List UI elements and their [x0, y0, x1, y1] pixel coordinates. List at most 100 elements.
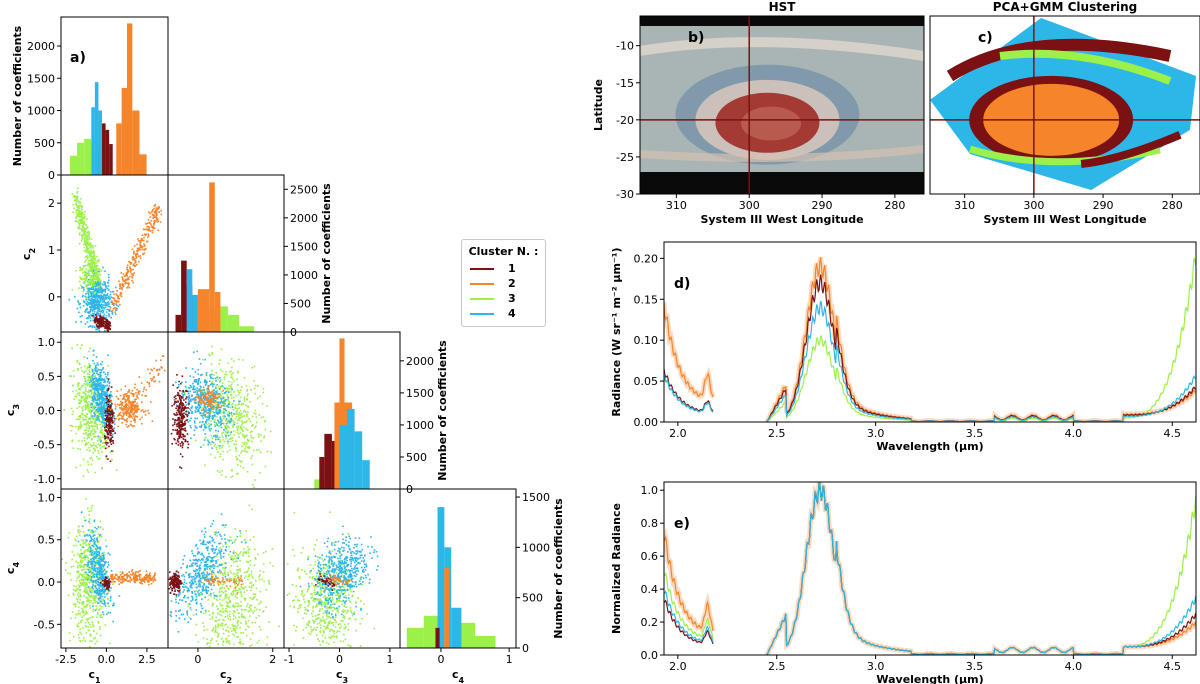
scatter-point	[202, 412, 205, 415]
scatter-point	[233, 423, 236, 426]
scatter-point	[104, 424, 106, 427]
scatter-point	[85, 423, 88, 426]
scatter-point	[132, 405, 134, 407]
scatter-point	[246, 434, 248, 437]
scatter-point	[79, 594, 82, 597]
scatter-point	[106, 598, 109, 601]
scatter-point	[89, 260, 91, 262]
scatter-point	[253, 486, 256, 489]
scatter-point	[95, 608, 98, 610]
scatter-point	[74, 538, 76, 541]
scatter-point	[220, 421, 222, 424]
scatter-point	[87, 234, 89, 236]
scatter-point	[78, 440, 80, 442]
scatter-point	[210, 427, 212, 430]
scatter-point	[84, 228, 86, 231]
scatter-point	[88, 299, 91, 301]
scatter-point	[98, 270, 100, 273]
scatter-point	[102, 290, 105, 292]
scatter-point	[83, 555, 85, 558]
scatter-point	[127, 405, 130, 407]
hist-bar-3	[239, 326, 255, 332]
scatter-point	[124, 404, 127, 406]
scatter-point	[81, 553, 84, 555]
scatter-point	[199, 395, 202, 398]
scatter-point	[224, 400, 226, 402]
scatter-point	[176, 429, 178, 432]
scatter-point	[143, 236, 145, 239]
scatter-point	[91, 310, 94, 312]
scatter-point	[219, 436, 221, 438]
scatter-point	[182, 414, 185, 417]
scatter-point	[175, 407, 177, 410]
scatter-point	[238, 412, 240, 414]
scatter-point	[206, 388, 208, 390]
scatter-point	[119, 411, 122, 414]
scatter-point	[83, 399, 85, 401]
scatter-point	[97, 264, 99, 267]
scatter-point	[136, 402, 138, 405]
scatter-point	[77, 221, 79, 223]
scatter-point	[77, 367, 79, 370]
ytick-label: 0.0	[38, 405, 56, 418]
scatter-point	[74, 199, 76, 202]
scatter-point	[79, 415, 81, 417]
scatter-point	[188, 407, 191, 410]
scatter-point	[109, 309, 111, 311]
scatter-point	[104, 401, 107, 404]
scatter-point	[86, 612, 88, 614]
scatter-point	[91, 251, 93, 253]
scatter-point	[197, 404, 200, 407]
scatter-point	[140, 238, 143, 240]
scatter-point	[92, 549, 94, 551]
scatter-point	[193, 420, 196, 423]
scatter-point	[96, 440, 99, 442]
scatter-point	[149, 372, 151, 375]
scatter-point	[87, 316, 89, 319]
scatter-point	[269, 430, 272, 433]
scatter-point	[105, 421, 108, 424]
scatter-point	[190, 412, 193, 414]
scatter-point	[79, 427, 82, 430]
scatter-point	[83, 214, 85, 216]
scatter-point	[112, 583, 114, 586]
scatter-point	[111, 402, 113, 405]
scatter-point	[214, 418, 216, 421]
scatter-point	[233, 434, 236, 436]
scatter-point	[108, 420, 111, 423]
scatter-point	[93, 310, 96, 313]
scatter-point	[202, 444, 205, 446]
scatter-point	[85, 497, 87, 500]
scatter-point	[243, 449, 245, 452]
scatter-point	[79, 464, 82, 467]
scatter-point	[105, 323, 108, 326]
scatter-point	[95, 261, 98, 264]
scatter-point	[103, 385, 106, 388]
scatter-point	[106, 391, 108, 394]
scatter-point	[90, 313, 92, 316]
scatter-point	[78, 589, 81, 592]
scatter-point	[96, 395, 99, 398]
scatter-point	[118, 280, 120, 283]
hist-bar-3	[84, 138, 92, 175]
scatter-point	[100, 280, 102, 282]
scatter-point	[205, 396, 208, 398]
scatter-point	[88, 302, 91, 304]
scatter-point	[228, 401, 231, 403]
scatter-point	[90, 531, 92, 534]
scatter-point	[238, 454, 241, 457]
scatter-point	[96, 616, 98, 619]
scatter-point	[224, 433, 227, 436]
scatter-point	[115, 303, 118, 305]
scatter-point	[134, 409, 137, 412]
scatter-point	[91, 286, 93, 289]
scatter-point	[230, 394, 233, 397]
scatter-point	[97, 310, 100, 312]
scatter-point	[92, 433, 94, 435]
scatter-point	[199, 406, 202, 409]
scatter-point	[219, 368, 222, 371]
scatter-point	[251, 440, 253, 443]
scatter-point	[261, 402, 264, 405]
scatter-point	[99, 319, 102, 322]
scatter-point	[194, 406, 197, 408]
